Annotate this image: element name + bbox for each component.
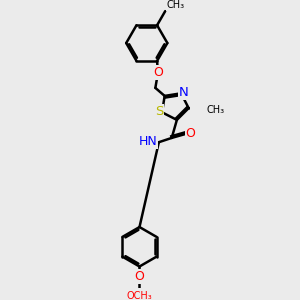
Text: HN: HN: [138, 135, 157, 148]
Text: CH₃: CH₃: [167, 0, 184, 10]
Text: N: N: [179, 86, 189, 99]
Text: O: O: [153, 66, 163, 80]
Text: O: O: [135, 270, 144, 283]
Text: OCH₃: OCH₃: [127, 290, 152, 300]
Text: O: O: [186, 127, 196, 140]
Text: CH₃: CH₃: [206, 105, 225, 115]
Text: S: S: [155, 105, 163, 118]
